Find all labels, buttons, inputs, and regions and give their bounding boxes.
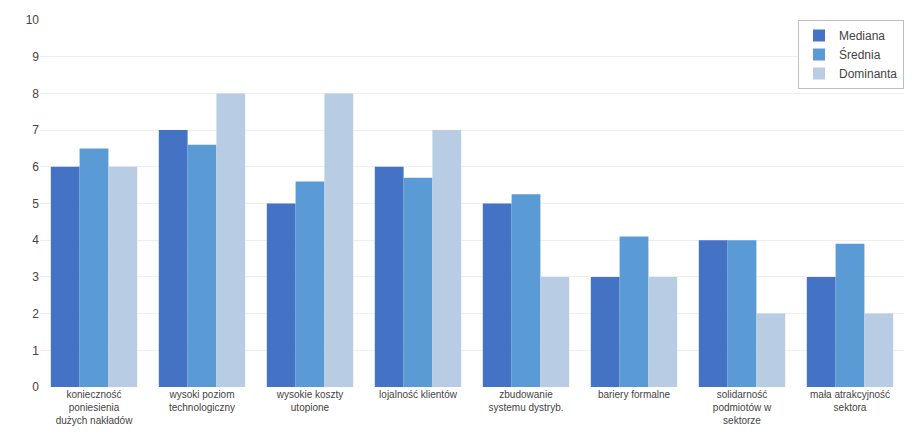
svg-text:bariery formalne: bariery formalne bbox=[598, 389, 671, 400]
svg-text:7: 7 bbox=[32, 123, 39, 137]
svg-text:10: 10 bbox=[26, 13, 40, 27]
svg-text:Średnia: Średnia bbox=[839, 47, 881, 62]
svg-text:0: 0 bbox=[32, 380, 39, 394]
svg-text:mała atrakcyjnośćsektora: mała atrakcyjnośćsektora bbox=[810, 389, 890, 413]
svg-text:6: 6 bbox=[32, 160, 39, 174]
svg-text:8: 8 bbox=[32, 87, 39, 101]
svg-text:Dominanta: Dominanta bbox=[839, 67, 897, 81]
svg-text:koniecznośćponiesieniadużych n: koniecznośćponiesieniadużych nakładów bbox=[56, 389, 133, 426]
svg-text:lojalność klientów: lojalność klientów bbox=[379, 389, 458, 400]
svg-text:solidarnośćpodmiotów wsektorze: solidarnośćpodmiotów wsektorze bbox=[713, 389, 772, 426]
svg-text:wysokie kosztyutopione: wysokie kosztyutopione bbox=[276, 389, 344, 413]
svg-text:9: 9 bbox=[32, 50, 39, 64]
svg-text:zbudowaniesystemu dystryb.: zbudowaniesystemu dystryb. bbox=[488, 389, 563, 413]
svg-text:1: 1 bbox=[32, 344, 39, 358]
svg-text:Mediana: Mediana bbox=[839, 29, 885, 43]
svg-text:3: 3 bbox=[32, 270, 39, 284]
svg-text:5: 5 bbox=[32, 197, 39, 211]
svg-text:4: 4 bbox=[32, 233, 39, 247]
svg-text:2: 2 bbox=[32, 307, 39, 321]
svg-text:wysoki poziomtechnologiczny: wysoki poziomtechnologiczny bbox=[168, 389, 235, 413]
